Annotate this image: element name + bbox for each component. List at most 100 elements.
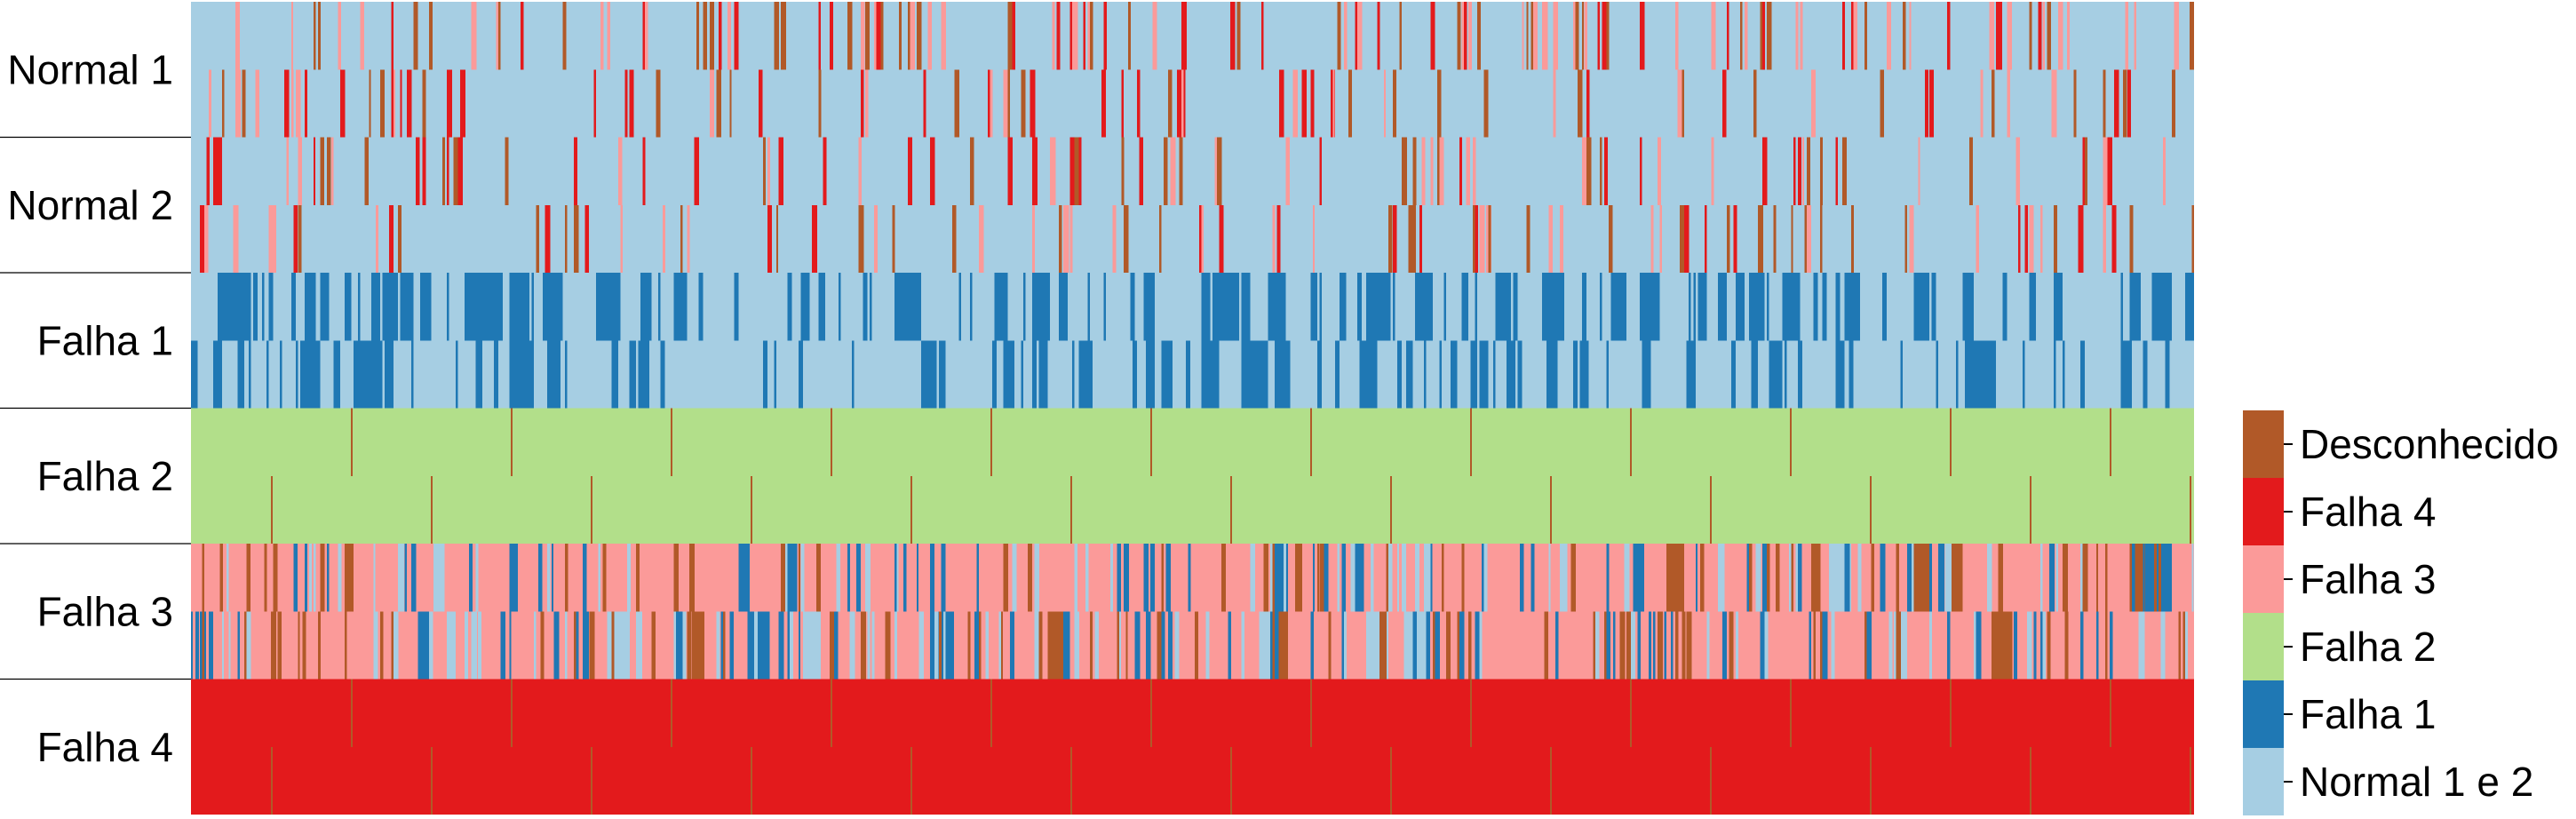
heatmap-cell [277,611,282,680]
heatmap-cell [985,611,990,680]
heatmap-cell [834,340,839,409]
heatmap-cell [235,69,241,138]
heatmap-cell [709,273,712,341]
heatmap-cell [1199,340,1202,409]
heatmap-cell [1680,204,1685,273]
heatmap-cell [1284,544,1287,612]
heatmap-cell [722,273,732,341]
heatmap-cell [511,679,513,747]
heatmap-cell [1553,2,1558,70]
row-labels: Normal 1 Normal 2 Falha 1 Falha 2 Falha 3 Fal… [7,46,173,770]
heatmap-cell [509,544,514,612]
heatmap-cell [277,340,281,409]
heatmap-cell [1795,544,1799,612]
heatmap-cell [1301,69,1308,138]
heatmap-cell [344,611,347,680]
heatmap-cell [1626,273,1641,341]
heatmap-cell [2113,69,2119,138]
heatmap-cell [1793,340,1799,409]
heatmap-cell [1341,340,1353,409]
heatmap-cell [400,544,404,612]
heatmap-cell [533,611,537,680]
heatmap-cell [1459,137,1463,205]
heatmap-cell [1710,746,1712,815]
heatmap-cell [1800,273,1803,341]
heatmap-cell [1090,2,1093,70]
heatmap-cell [1446,611,1451,680]
heatmap-cell [1263,544,1269,612]
heatmap-cell [1586,273,1598,341]
heatmap-cell [981,340,992,409]
heatmap-cell [1711,2,1716,70]
heatmap-cell [1063,204,1066,273]
heatmap-cell [1330,69,1335,138]
heatmap-cell [2144,544,2148,612]
heatmap-cell [364,137,369,205]
heatmap-cell [1254,273,1268,341]
heatmap-cell [1523,340,1529,409]
heatmap-cell [1181,69,1185,138]
heatmap-cell [1072,2,1076,70]
heatmap-cell [645,2,648,70]
heatmap-cell [1165,544,1172,612]
heatmap-cell [1826,273,1836,341]
heatmap-cell [2138,611,2142,680]
heatmap-cell [618,137,623,205]
heatmap-cell [1860,273,1863,341]
heatmap-cell [1790,408,1792,476]
heatmap-cell [258,273,263,341]
heatmap-cell [1390,475,1392,544]
heatmap-cell [1136,273,1144,341]
heatmap-cell [2007,611,2013,680]
heatmap-cell [1761,2,1765,70]
heatmap-cell [1755,544,1761,612]
heatmap-cell [2153,340,2166,409]
heatmap-cell [360,2,365,70]
heatmap-cell [1181,273,1189,341]
heatmap-cell [1515,340,1518,409]
heatmap-cell [865,69,869,138]
heatmap-cell [1170,137,1176,205]
heatmap-cell [262,340,265,409]
heatmap-cell [1228,340,1231,409]
heatmap-cell [1597,273,1601,341]
heatmap-cell [607,611,628,680]
heatmap-cell [1228,611,1232,680]
heatmap-cell [1157,611,1162,680]
heatmap-cell [1706,340,1718,409]
heatmap-cell [1909,2,1912,70]
heatmap-cell [1844,544,1850,612]
heatmap-cell [1123,273,1126,341]
heatmap-cell [1658,137,1661,205]
heatmap-cell [787,544,792,612]
heatmap-cell [789,611,794,680]
heatmap-cell [275,544,278,612]
heatmap-cell [394,611,399,680]
heatmap-cell [1559,340,1564,409]
heatmap-cell [758,340,761,409]
heatmap-cell [1205,611,1210,680]
heatmap-cell [1435,611,1441,680]
heatmap-cell [1760,340,1769,409]
heatmap-cell [663,204,666,273]
heatmap-cell [2058,340,2063,409]
heatmap-cell [1937,340,1947,409]
heatmap-cell [1117,611,1119,680]
heatmap-cell [1761,611,1765,680]
heatmap-cell [2143,544,2145,612]
heatmap-cell [1968,137,1974,205]
heatmap-cell [1613,611,1616,680]
heatmap-cell [2111,340,2119,409]
heatmap-cell [942,611,946,680]
heatmap-cell [1922,544,1928,612]
heatmap-cell [391,69,394,138]
heatmap-cell [818,2,822,70]
heatmap-cell [627,611,631,680]
heatmap-cell [271,746,273,815]
heatmap-cell [607,2,611,70]
heatmap-cell [1074,2,1078,70]
heatmap-cell [1123,544,1129,612]
heatmap-cell [1430,2,1435,70]
heatmap-cell [1482,273,1496,341]
heatmap-cell [435,273,448,341]
